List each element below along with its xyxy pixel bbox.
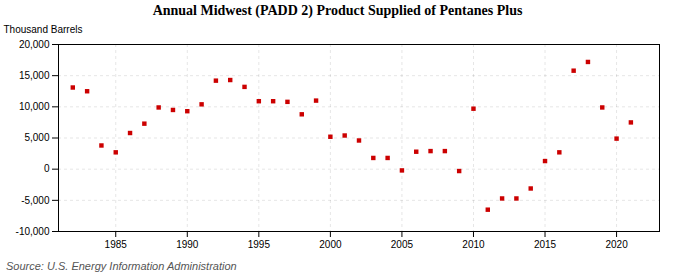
svg-text:1985: 1985 [105,239,128,250]
svg-text:2010: 2010 [462,239,485,250]
html-text:Source: U.S. Energy Informatio: Source: U.S. Energy Information Administ… [6,260,237,272]
svg-text:2015: 2015 [534,239,557,250]
svg-text:Thousand Barrels: Thousand Barrels [4,24,83,35]
svg-text:1990: 1990 [176,239,199,250]
svg-text:-5,000: -5,000 [21,195,50,206]
html-text:Annual Midwest (PADD 2) Produc: Annual Midwest (PADD 2) Product Supplied… [152,3,523,18]
svg-text:0: 0 [44,163,50,174]
svg-text:1995: 1995 [248,239,271,250]
svg-text:15,000: 15,000 [19,70,50,81]
svg-text:2020: 2020 [605,239,628,250]
svg-text:2000: 2000 [319,239,342,250]
svg-text:20,000: 20,000 [19,39,50,50]
svg-text:-10,000: -10,000 [16,226,50,237]
svg-text:2005: 2005 [391,239,414,250]
svg-text:10,000: 10,000 [19,101,50,112]
svg-text:5,000: 5,000 [24,132,49,143]
